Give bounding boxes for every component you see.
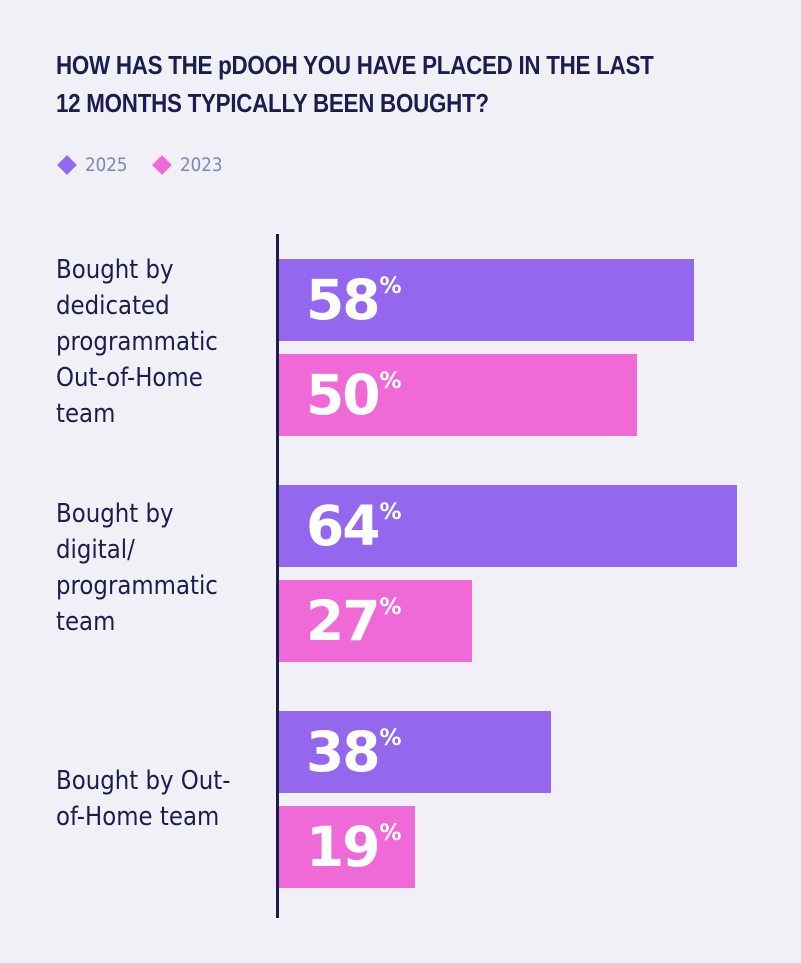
data-label-percent: % xyxy=(379,595,402,620)
data-label-percent: % xyxy=(379,726,402,751)
data-label-percent: % xyxy=(379,500,402,525)
data-label: 19% xyxy=(306,818,402,876)
data-label-value: 64 xyxy=(306,494,381,558)
y-axis-line xyxy=(276,234,279,918)
legend-label-2023: 2023 xyxy=(180,154,223,176)
data-label-percent: % xyxy=(379,274,402,299)
bar-2025: 64% xyxy=(279,485,737,567)
legend-item-2025: 2025 xyxy=(57,154,133,176)
data-label: 27% xyxy=(306,592,402,650)
data-label-value: 58 xyxy=(306,268,381,332)
data-label-percent: % xyxy=(379,369,402,394)
bar-2023: 50% xyxy=(279,354,637,436)
data-label: 64% xyxy=(306,497,402,555)
data-label: 38% xyxy=(306,723,402,781)
legend-diamond-icon-2025 xyxy=(57,155,77,175)
category-label: Bought by Out- of-Home team xyxy=(56,766,231,832)
bar-2023: 27% xyxy=(279,580,472,662)
bar-2023: 19% xyxy=(279,806,415,888)
bar-2025: 38% xyxy=(279,711,551,793)
chart-legend: 2025 2023 xyxy=(57,154,249,176)
data-label-value: 27 xyxy=(306,589,381,653)
data-label-percent: % xyxy=(379,821,402,846)
category-label: Bought by dedicated programmatic Out-of-… xyxy=(56,255,218,429)
chart-title: HOW HAS THE pDOOH YOU HAVE PLACED IN THE… xyxy=(56,50,654,118)
data-label: 50% xyxy=(306,366,402,424)
data-label-value: 38 xyxy=(306,720,381,784)
data-label: 58% xyxy=(306,271,402,329)
legend-item-2023: 2023 xyxy=(152,154,228,176)
bar-2025: 58% xyxy=(279,259,694,341)
legend-diamond-icon-2023 xyxy=(152,155,173,175)
data-label-value: 19 xyxy=(306,815,381,879)
category-label: Bought by digital/ programmatic team xyxy=(56,499,218,637)
data-label-value: 50 xyxy=(306,363,381,427)
legend-label-2025: 2025 xyxy=(85,154,128,176)
